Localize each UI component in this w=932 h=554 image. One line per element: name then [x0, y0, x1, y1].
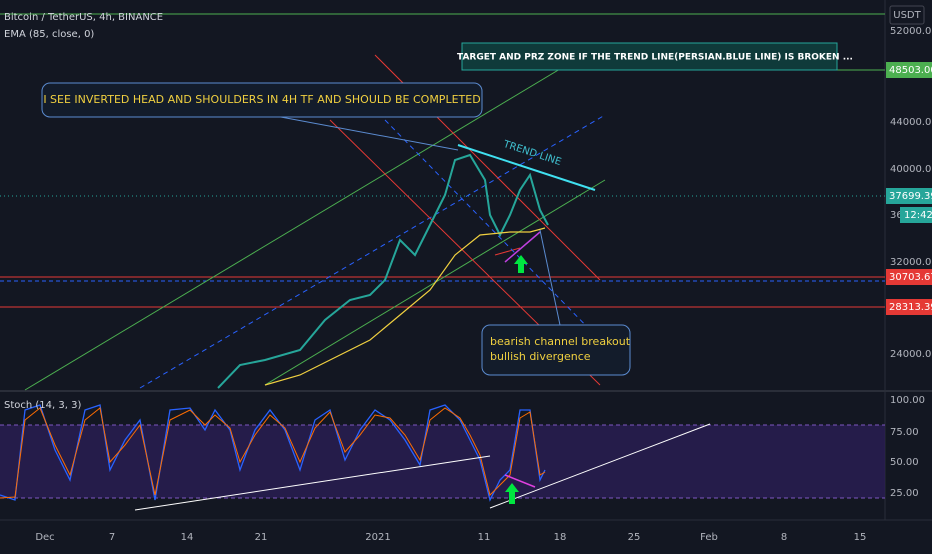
- channel-line: [24, 44, 601, 391]
- price-path: [217, 153, 549, 389]
- date-label: 18: [554, 532, 567, 543]
- badge: [886, 269, 932, 285]
- callout-line: [539, 229, 561, 326]
- price-label: 36: [890, 210, 903, 221]
- stoch-label: 25.00: [890, 488, 919, 499]
- stoch-label: 75.00: [890, 427, 919, 438]
- date-label: 14: [181, 532, 194, 543]
- date-label: 11: [478, 532, 491, 543]
- price-label: 32000.00: [890, 257, 932, 268]
- currency: USDT: [893, 10, 921, 21]
- channel-line: [384, 119, 601, 341]
- date-label: 8: [781, 532, 787, 543]
- stoch-label: 100.00: [890, 395, 925, 406]
- support-badge: 30703.67: [889, 272, 932, 283]
- indicator-title: EMA (85, close, 0): [4, 29, 94, 40]
- currency-box: [889, 5, 925, 25]
- note-text: bullish divergence: [490, 350, 591, 363]
- stoch-trendline: [134, 455, 491, 511]
- price-label: 52000.00: [890, 26, 932, 37]
- callout-line: [269, 114, 459, 151]
- divergence-line: [504, 474, 536, 488]
- badge: [886, 188, 932, 204]
- price-label: 24000.00: [890, 349, 932, 360]
- stoch-k: [0, 404, 546, 502]
- divergence-line: [504, 231, 541, 263]
- stoch-trendline: [489, 423, 711, 509]
- date-label: Dec: [35, 532, 54, 543]
- stoch-label: 50.00: [890, 457, 919, 468]
- date-label: 25: [628, 532, 641, 543]
- last-badge: 37699.39: [889, 191, 932, 202]
- target-badge: 48503.00: [889, 65, 932, 76]
- note-box: [481, 324, 631, 376]
- countdown: 12:42: [904, 210, 932, 221]
- target-box: [461, 42, 838, 71]
- badge: [900, 207, 932, 223]
- symbol-title: Bitcoin / TetherUS, 4h, BINANCE: [4, 12, 163, 23]
- date-label: Feb: [700, 532, 718, 543]
- badge: [886, 62, 932, 78]
- price-label: 40000.00: [890, 164, 932, 175]
- stoch-band: [0, 425, 885, 498]
- date-label: 7: [109, 532, 115, 543]
- date-label: 2021: [365, 532, 390, 543]
- date-label: 15: [854, 532, 867, 543]
- note-text: bearish channel breakout: [490, 335, 631, 348]
- badge: [886, 299, 932, 315]
- up-arrow: [505, 483, 519, 504]
- main-drawings: [0, 13, 885, 391]
- stoch-d: [0, 407, 546, 499]
- date-label: 21: [255, 532, 268, 543]
- channel-line: [494, 247, 521, 256]
- pattern-text: I SEE INVERTED HEAD AND SHOULDERS IN 4H …: [43, 93, 480, 106]
- stoch-title: Stoch (14, 3, 3): [4, 400, 81, 411]
- up-arrow: [514, 255, 528, 273]
- target-text: TARGET AND PRZ ZONE IF THE TREND LINE(PE…: [457, 53, 853, 63]
- price-label: 44000.00: [890, 117, 932, 128]
- trend-line: [457, 144, 596, 191]
- ema-line: [264, 227, 546, 386]
- support-badge: 28313.39: [889, 302, 932, 313]
- pattern-box: [41, 82, 483, 118]
